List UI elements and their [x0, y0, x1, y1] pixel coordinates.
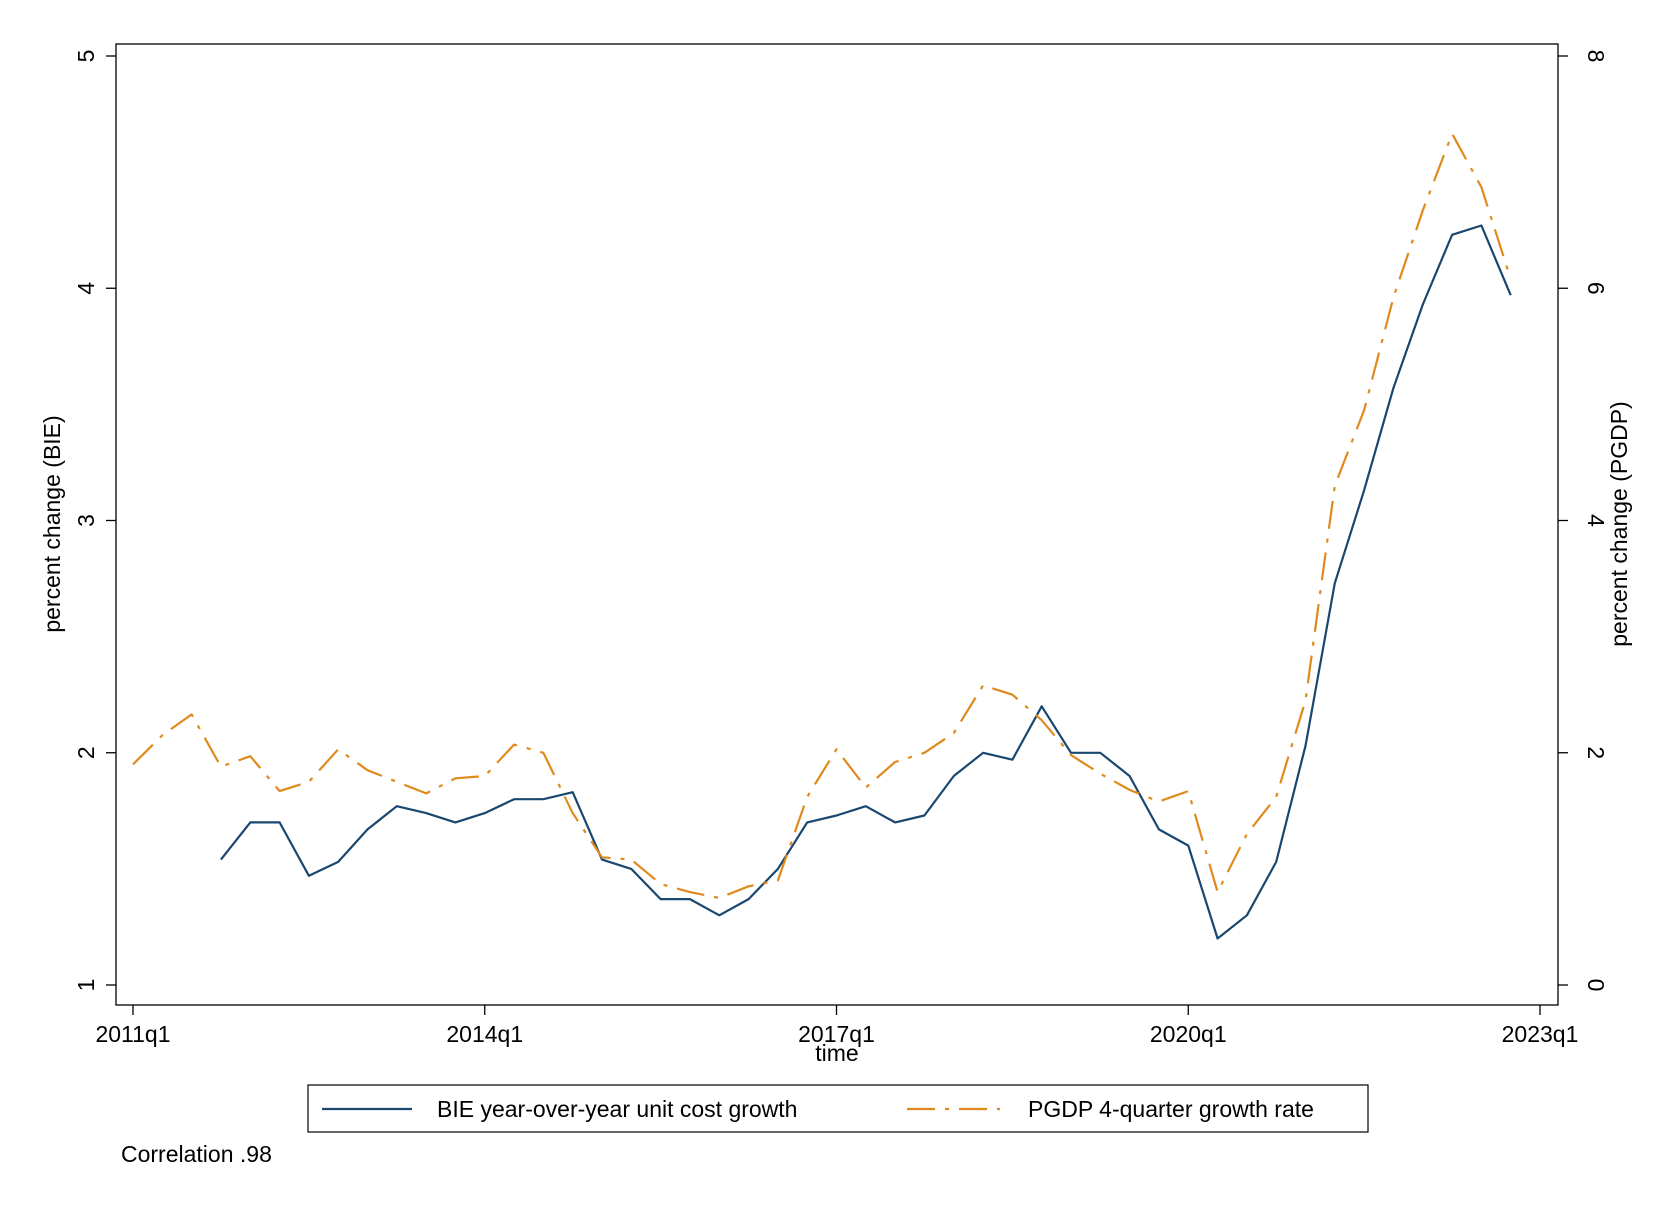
x-tick-label: 2014q1 [446, 1021, 523, 1047]
correlation-note: Correlation .98 [121, 1141, 272, 1167]
y-right-tick-label: 0 [1583, 979, 1609, 992]
y-right-tick-label: 4 [1583, 514, 1609, 527]
y-right-axis-label: percent change (PGDP) [1606, 401, 1632, 646]
legend-box [307, 1084, 1369, 1133]
y-left-tick-label: 3 [73, 514, 99, 527]
series-line-bie [220, 224, 1512, 940]
x-tick-label: 2011q1 [95, 1021, 170, 1047]
x-tick-label: 2023q1 [1502, 1021, 1579, 1047]
x-tick-label: 2017q1 [798, 1021, 875, 1047]
legend-label-bie: BIE year-over-year unit cost growth [437, 1096, 797, 1122]
plot-frame [115, 43, 1559, 1006]
y-left-tick-label: 4 [73, 282, 99, 295]
y-right-tick-label: 6 [1583, 282, 1609, 295]
axes: 2011q1 2014q1 2017q1 2020q1 2023q1 1 2 3 4 5 0 2 4 6 8 [73, 50, 1609, 1047]
legend-label-pgdp: PGDP 4-quarter growth rate [1028, 1096, 1314, 1122]
y-left-tick-label: 5 [73, 50, 99, 63]
y-left-axis-label: percent change (BIE) [39, 415, 65, 632]
y-right-tick-label: 2 [1583, 746, 1609, 759]
series-lines [132, 132, 1512, 940]
y-left-tick-label: 2 [73, 746, 99, 759]
legend: BIE year-over-year unit cost growth PGDP… [307, 1084, 1369, 1133]
x-tick-label: 2020q1 [1150, 1021, 1227, 1047]
series-line-pgdp [132, 132, 1512, 899]
y-right-tick-label: 8 [1583, 50, 1609, 63]
x-axis-label: time [815, 1040, 858, 1066]
y-left-tick-label: 1 [73, 979, 99, 992]
